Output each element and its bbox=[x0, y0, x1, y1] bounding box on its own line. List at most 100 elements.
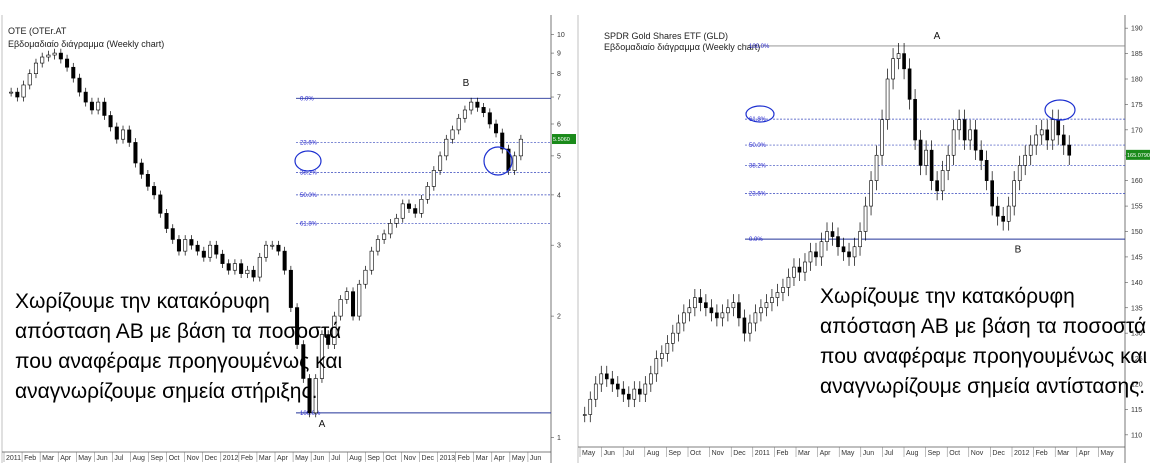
ote-candle bbox=[357, 283, 362, 317]
gld-x-tick-label: Dec bbox=[992, 450, 1005, 457]
gld-last-price-value: 165.0790 bbox=[1127, 153, 1150, 159]
gld-fib-label-circle bbox=[745, 105, 775, 123]
ote-candle bbox=[245, 269, 250, 274]
gld-y-tick-label: 135 bbox=[1131, 305, 1143, 312]
gld-candle bbox=[825, 231, 829, 242]
ote-candle bbox=[239, 263, 244, 274]
ote-candle bbox=[201, 250, 206, 258]
gld-chart-subtitle: Εβδομαδιαίο διάγραμμα (Weekly chart) bbox=[604, 42, 760, 52]
gld-candle bbox=[1050, 119, 1055, 141]
ote-candle bbox=[307, 378, 312, 414]
ote-y-tick-label: 3 bbox=[557, 243, 561, 250]
ote-candle bbox=[114, 126, 119, 140]
gld-x-tick-label: Feb bbox=[1036, 450, 1048, 457]
gld-candle bbox=[1028, 144, 1033, 156]
ote-x-tick-label: Feb bbox=[24, 455, 36, 462]
ote-fib-label: 50.0% bbox=[300, 193, 318, 199]
ote-x-tick-label: Apr bbox=[60, 455, 72, 462]
gld-candle bbox=[731, 302, 736, 309]
ote-candle bbox=[288, 269, 293, 308]
gld-x-tick-label: Sep bbox=[668, 450, 681, 457]
gld-candle bbox=[715, 312, 719, 319]
gld-y-tick-label: 120 bbox=[1131, 382, 1143, 389]
ote-candle bbox=[338, 299, 343, 317]
gld-x-tick-label: Jun bbox=[604, 450, 615, 457]
gld-x-tick-label: 2011 bbox=[755, 450, 770, 457]
ote-caption: Χωρίζουμε την κατακόρυφη απόσταση ΑΒ με … bbox=[15, 290, 342, 403]
ote-x-tick-label: Apr bbox=[277, 455, 289, 462]
gld-x-tick-label: Nov bbox=[971, 450, 984, 457]
ote-x-tick-label: May bbox=[295, 455, 309, 462]
gld-candle bbox=[830, 231, 835, 237]
ote-candles bbox=[9, 48, 523, 418]
ote-fib-label: 0.0% bbox=[300, 96, 314, 102]
gld-candle bbox=[676, 322, 681, 334]
gld-candle bbox=[896, 53, 901, 59]
gld-candle bbox=[1023, 154, 1028, 166]
gld-candle bbox=[742, 317, 747, 334]
gld-y-tick-label: 190 bbox=[1131, 26, 1143, 33]
gld-candle bbox=[1056, 119, 1061, 136]
gld-candle bbox=[615, 383, 620, 390]
gld-candle bbox=[880, 119, 884, 156]
ote-fib-label: 100.0% bbox=[300, 411, 321, 417]
gld-y-tick-label: 125 bbox=[1131, 356, 1143, 363]
gld-candle bbox=[929, 149, 934, 181]
gld-candle bbox=[737, 302, 741, 319]
gld-x-tick-label: Mar bbox=[1057, 450, 1070, 457]
ote-candle bbox=[46, 54, 51, 58]
gld-candle bbox=[885, 78, 890, 120]
gld-x-tick-label: Mar bbox=[798, 450, 811, 457]
gld-x-tick-label: Aug bbox=[906, 450, 919, 457]
gld-candle bbox=[643, 383, 648, 395]
ote-candle bbox=[170, 228, 175, 240]
gld-candle bbox=[918, 139, 923, 166]
gld-candle bbox=[819, 241, 824, 258]
gld-candle bbox=[588, 398, 593, 415]
gld-fib-label: 50.0% bbox=[749, 143, 767, 149]
gld-candle bbox=[604, 373, 609, 380]
gld-candle bbox=[962, 119, 967, 141]
ote-candle bbox=[251, 269, 256, 278]
ote-candle bbox=[419, 199, 424, 214]
gld-y-tick-label: 130 bbox=[1131, 331, 1143, 338]
ote-y-tick-label: 10 bbox=[557, 32, 565, 39]
gld-x-tick-label: May bbox=[582, 450, 596, 457]
ote-x-tick-label: Oct bbox=[385, 455, 396, 462]
gld-candle bbox=[626, 393, 631, 400]
ote-candle bbox=[518, 138, 523, 157]
ote-highlight-circle bbox=[483, 146, 513, 176]
ote-x-tick-label: Nov bbox=[187, 455, 200, 462]
ote-candle bbox=[469, 101, 474, 111]
gld-candle bbox=[913, 99, 917, 141]
ote-candle bbox=[313, 378, 318, 414]
gld-candle bbox=[764, 302, 769, 309]
ote-candle bbox=[83, 91, 88, 103]
ote-candle bbox=[127, 129, 132, 143]
gld-candle bbox=[687, 307, 692, 314]
gld-x-tick-label: Jun bbox=[863, 450, 874, 457]
gld-point-label-b: B bbox=[1015, 245, 1022, 256]
gld-candle bbox=[1017, 165, 1022, 181]
ote-fib-label-circle bbox=[294, 150, 322, 172]
gld-candle bbox=[792, 266, 796, 278]
ote-y-tick-label: 1 bbox=[557, 435, 561, 442]
ote-y-tick-label: 6 bbox=[557, 121, 561, 128]
gld-candle bbox=[946, 154, 950, 171]
ote-candle bbox=[270, 244, 275, 247]
ote-x-tick-label: Jun bbox=[530, 455, 541, 462]
ote-candle bbox=[152, 186, 157, 196]
gld-candle bbox=[891, 58, 895, 80]
ote-caption-line-3: που αναφέραμε προηγουμένως και bbox=[15, 350, 342, 373]
gld-x-tick-label: Apr bbox=[1079, 450, 1091, 457]
ote-x-tick-label: Jun bbox=[96, 455, 107, 462]
ote-point-label-b: B bbox=[463, 78, 470, 89]
gld-chart-panel: SPDR Gold Shares ETF (GLD) Εβδομαδιαίο δ… bbox=[577, 15, 1150, 463]
gld-caption-line-4: αναγνωρίζουμε σημεία αντίστασης. bbox=[820, 375, 1145, 398]
gld-y-tick-label: 185 bbox=[1131, 51, 1143, 58]
ote-candle bbox=[326, 334, 331, 345]
ote-x-tick-label: Sep bbox=[151, 455, 164, 462]
gld-candle bbox=[693, 297, 697, 309]
gld-y-tick-label: 155 bbox=[1131, 204, 1143, 211]
